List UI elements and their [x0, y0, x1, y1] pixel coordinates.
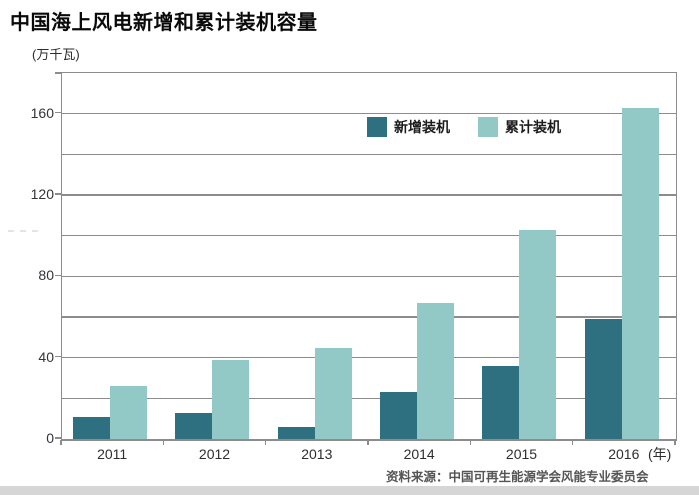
gridline [62, 234, 676, 237]
y-axis-tick [55, 193, 61, 195]
gridline [62, 112, 676, 115]
legend-swatch-icon [478, 117, 498, 137]
y-axis-tick-label: 0 [46, 430, 54, 446]
legend-label: 累计装机 [505, 119, 561, 135]
y-axis-tick [55, 437, 61, 439]
x-axis-tick [571, 440, 574, 445]
x-axis-tick [367, 440, 369, 445]
bar-new-2011 [73, 416, 110, 439]
y-axis-tick [55, 274, 61, 277]
y-axis-tick [55, 111, 61, 114]
page-edge-strip [0, 486, 699, 495]
gridline [62, 153, 676, 156]
x-axis-tick [264, 440, 267, 445]
y-axis-unit-label: (万千瓦) [32, 47, 80, 62]
plot-area: 新增装机 累计装机 [61, 72, 677, 441]
bar-new-2014 [380, 392, 417, 439]
gridline [62, 194, 676, 196]
bar-new-2013 [277, 426, 315, 439]
bar-new-2012 [175, 412, 213, 439]
y-axis-tick-label: 40 [38, 348, 54, 365]
x-axis-tick-label: 2015 [505, 446, 538, 462]
y-axis-tick-label: 120 [30, 186, 54, 202]
bar-cumulative-2011 [110, 386, 147, 439]
x-axis-tick [469, 440, 472, 445]
bar-cumulative-2015 [519, 229, 557, 439]
legend: 新增装机 累计装机 [367, 117, 561, 137]
legend-item-cumulative: 累计装机 [478, 117, 561, 137]
legend-swatch-icon [367, 117, 387, 137]
y-axis-tick [55, 72, 61, 74]
legend-item-new: 新增装机 [367, 117, 450, 137]
bar-new-2016 [584, 319, 622, 439]
gridline [62, 397, 676, 400]
y-axis-tick [55, 355, 61, 358]
bar-new-2015 [482, 365, 520, 439]
x-axis-tick-label: 2014 [403, 446, 435, 462]
x-axis-tick-label: 2016 [608, 446, 640, 462]
bar-cumulative-2013 [314, 347, 352, 439]
gridline [62, 316, 676, 318]
x-axis-tick-label: 2011 [97, 446, 128, 462]
bar-cumulative-2012 [212, 359, 250, 439]
x-axis-tick [162, 440, 165, 445]
y-axis-tick-label: 80 [38, 267, 54, 284]
x-axis-tick [674, 440, 676, 445]
source-note: 资料来源：中国可再生能源学会风能专业委员会 [386, 470, 649, 484]
x-axis-unit-label: (年) [648, 446, 672, 462]
legend-label: 新增装机 [394, 119, 450, 135]
x-axis-tick [60, 440, 62, 445]
bar-cumulative-2014 [417, 302, 454, 439]
gridline [62, 356, 676, 359]
chart-title: 中国海上风电新增和累计装机容量 [10, 12, 318, 34]
x-axis-tick-label: 2013 [301, 446, 333, 462]
scan-artifact-dashes [8, 230, 40, 232]
gridline [62, 275, 676, 278]
y-axis-tick-label: 160 [30, 104, 54, 121]
x-axis-tick-label: 2012 [198, 446, 231, 462]
bar-cumulative-2016 [621, 107, 659, 439]
